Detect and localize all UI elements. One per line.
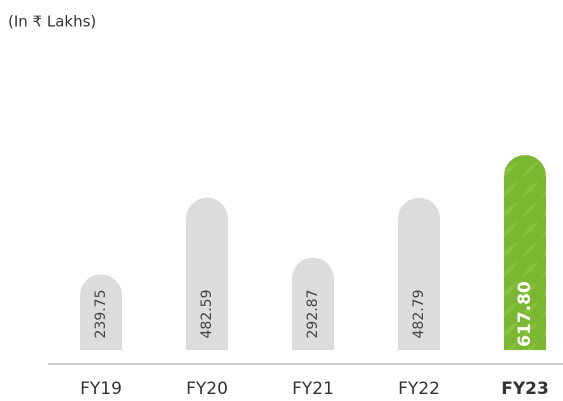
value-label: 482.79 bbox=[411, 290, 427, 339]
x-tick-label: FY23 bbox=[501, 379, 549, 399]
value-label: 482.59 bbox=[199, 290, 215, 339]
bar bbox=[292, 257, 334, 350]
chart-subtitle: (In ₹ Lakhs) bbox=[8, 13, 96, 31]
x-tick-label: FY20 bbox=[186, 379, 228, 399]
bar bbox=[398, 197, 440, 350]
x-tick-label: FY22 bbox=[398, 379, 440, 399]
x-tick-label: FY21 bbox=[292, 379, 334, 399]
value-label: 292.87 bbox=[305, 290, 321, 339]
bar bbox=[186, 197, 228, 350]
bar bbox=[80, 274, 122, 350]
value-label: 239.75 bbox=[93, 290, 109, 339]
bar bbox=[504, 155, 546, 350]
x-tick-label: FY19 bbox=[80, 379, 122, 399]
value-label: 617.80 bbox=[515, 281, 535, 347]
